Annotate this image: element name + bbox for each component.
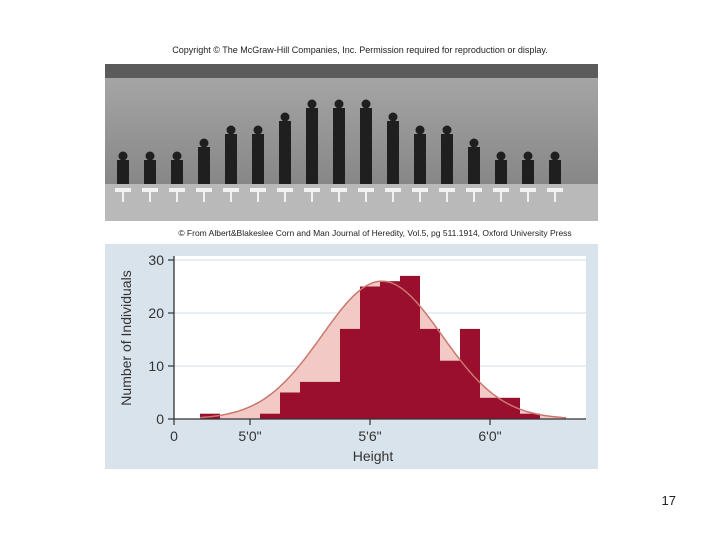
x-tick-label: 6'0" — [478, 428, 501, 444]
sign-post — [419, 192, 421, 202]
height-sign — [385, 188, 401, 192]
sign-post — [392, 192, 394, 202]
sign-post — [203, 192, 205, 202]
silhouette-head — [118, 151, 128, 161]
y-tick-label: 30 — [148, 252, 164, 268]
height-sign — [304, 188, 320, 192]
y-tick-label: 10 — [148, 358, 164, 374]
silhouette — [387, 121, 399, 145]
height-sign — [196, 188, 212, 192]
sign-post — [284, 192, 286, 202]
height-sign — [520, 188, 536, 192]
height-sign — [142, 188, 158, 192]
silhouette — [333, 108, 345, 132]
silhouette-head — [199, 138, 209, 148]
histogram-bar — [440, 360, 460, 419]
height-sign — [277, 188, 293, 192]
sign-post — [176, 192, 178, 202]
silhouette — [468, 147, 480, 171]
height-sign — [412, 188, 428, 192]
silhouette-head — [172, 151, 182, 161]
height-sign — [223, 188, 239, 192]
sign-post — [311, 192, 313, 202]
height-sign — [169, 188, 185, 192]
silhouette-head — [496, 151, 506, 161]
height-sign — [331, 188, 347, 192]
silhouette — [441, 134, 453, 158]
histogram-bar — [520, 413, 540, 419]
silhouette-head — [415, 125, 425, 135]
histogram-bar — [280, 392, 300, 419]
height-sign — [466, 188, 482, 192]
silhouette — [252, 134, 264, 158]
x-tick-label: 0 — [170, 428, 178, 444]
height-histogram: 0 10 20 30 0 5'0" 5'6" 6'0" Number of Individu… — [105, 244, 598, 469]
x-axis-label: Height — [353, 448, 394, 464]
page-number: 17 — [661, 493, 676, 508]
histogram-bar — [320, 381, 340, 419]
y-tick-label: 20 — [148, 305, 164, 321]
silhouette-head — [442, 125, 452, 135]
silhouette — [171, 160, 183, 184]
histogram-bar — [360, 286, 380, 419]
sign-post — [149, 192, 151, 202]
histogram-bar — [260, 413, 280, 419]
silhouette — [144, 160, 156, 184]
sign-post — [446, 192, 448, 202]
height-sign — [250, 188, 266, 192]
histogram-bar — [380, 281, 400, 419]
silhouette — [495, 160, 507, 184]
silhouette-head — [550, 151, 560, 161]
silhouette-head — [361, 99, 371, 109]
silhouette-head — [388, 112, 398, 122]
sign-post — [473, 192, 475, 202]
silhouette-head — [523, 151, 533, 161]
photo-credit: © From Albert&Blakeslee Corn and Man Jou… — [178, 228, 572, 238]
silhouette — [522, 160, 534, 184]
y-tick-label: 0 — [156, 411, 164, 427]
histogram-bar — [400, 275, 420, 419]
height-sign — [115, 188, 131, 192]
histogram-bar — [420, 328, 440, 419]
x-tick-label: 5'0" — [238, 428, 261, 444]
histogram-bar — [500, 397, 520, 419]
silhouette-head — [469, 138, 479, 148]
histogram-bar — [480, 397, 500, 419]
sign-post — [365, 192, 367, 202]
copyright-notice: Copyright © The McGraw-Hill Companies, I… — [172, 45, 548, 55]
histogram-bar — [460, 328, 480, 419]
sign-post — [122, 192, 124, 202]
histogram-bar — [340, 328, 360, 419]
silhouette — [117, 160, 129, 184]
height-sign — [439, 188, 455, 192]
silhouette-head — [145, 151, 155, 161]
height-sign — [493, 188, 509, 192]
silhouette-head — [280, 112, 290, 122]
historical-photo — [105, 64, 598, 221]
sign-post — [500, 192, 502, 202]
silhouette — [225, 134, 237, 158]
sign-post — [527, 192, 529, 202]
silhouette-head — [334, 99, 344, 109]
height-sign — [358, 188, 374, 192]
silhouette — [306, 108, 318, 132]
silhouette-head — [226, 125, 236, 135]
silhouette — [360, 108, 372, 132]
sign-post — [230, 192, 232, 202]
silhouette — [279, 121, 291, 145]
silhouette — [414, 134, 426, 158]
x-tick-label: 5'6" — [358, 428, 381, 444]
silhouette-head — [307, 99, 317, 109]
silhouette — [198, 147, 210, 171]
silhouette-head — [253, 125, 263, 135]
y-axis-label: Number of Individuals — [118, 270, 134, 405]
sign-post — [554, 192, 556, 202]
normal-curve-line — [199, 280, 567, 419]
silhouette — [549, 160, 561, 184]
sign-post — [257, 192, 259, 202]
sign-post — [338, 192, 340, 202]
histogram-bar — [300, 381, 320, 419]
height-sign — [547, 188, 563, 192]
